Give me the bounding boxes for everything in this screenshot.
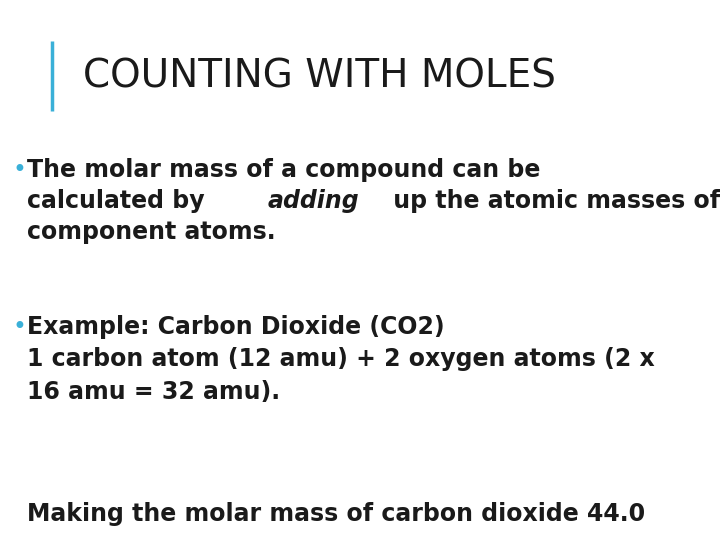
Text: adding: adding [267, 189, 359, 213]
Text: 16 amu = 32 amu).: 16 amu = 32 amu). [27, 380, 281, 403]
Text: up the atomic masses of its: up the atomic masses of its [385, 189, 720, 213]
Text: COUNTING WITH MOLES: COUNTING WITH MOLES [83, 58, 556, 96]
Text: 1 carbon atom (12 amu) + 2 oxygen atoms (2 x: 1 carbon atom (12 amu) + 2 oxygen atoms … [27, 347, 655, 371]
Text: Making the molar mass of carbon dioxide 44.0: Making the molar mass of carbon dioxide … [27, 502, 646, 526]
Text: component atoms.: component atoms. [27, 220, 276, 244]
Text: •: • [13, 158, 27, 182]
Text: calculated by: calculated by [27, 189, 213, 213]
Text: The molar mass of a compound can be: The molar mass of a compound can be [27, 158, 541, 182]
Text: •: • [13, 315, 27, 339]
Text: Example: Carbon Dioxide (CO2): Example: Carbon Dioxide (CO2) [27, 315, 445, 339]
